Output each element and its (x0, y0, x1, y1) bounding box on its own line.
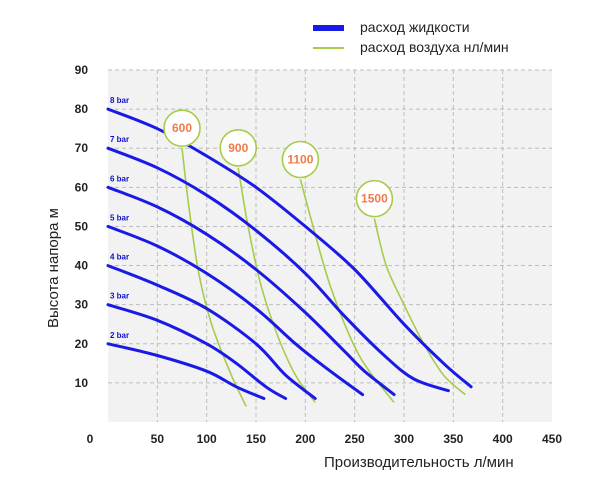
x-tick-label: 350 (443, 432, 463, 446)
y-axis-title: Высота напора м (45, 208, 62, 328)
air-flow-label: 900 (228, 141, 248, 155)
x-axis-ticks: 0 50 100 150 200 250 300 350 400 450 (87, 432, 563, 446)
series-line-3-bar (106, 303, 288, 400)
y-tick-label: 20 (75, 337, 89, 351)
y-tick-label: 50 (75, 219, 89, 233)
y-axis-ticks: 10 20 30 40 50 60 70 80 90 (75, 63, 89, 390)
x-tick-label: 450 (542, 432, 562, 446)
x-tick-label: 50 (151, 432, 165, 446)
air-flow-marker-1100 (281, 140, 320, 179)
y-tick-label: 30 (75, 298, 89, 312)
x-tick-label: 400 (493, 432, 513, 446)
air-flow-markers: 600 900 1100 1500 (163, 109, 394, 218)
legend-air-label: расход воздуха нл/мин (360, 39, 509, 55)
legend-liquid-label: расход жидкости (360, 19, 470, 35)
series-label: 7 bar (110, 135, 129, 144)
series-line-5-bar (106, 224, 365, 397)
series-label: 3 bar (110, 292, 129, 301)
air-flow-label: 600 (172, 121, 192, 135)
series-label: 2 bar (110, 331, 129, 340)
y-tick-label: 10 (75, 376, 89, 390)
air-flow-marker-600 (163, 109, 201, 148)
air-flow-label: 1100 (287, 153, 313, 167)
series-line-7-bar (106, 146, 450, 393)
x-tick-label: 300 (394, 432, 414, 446)
x-tick-label: 0 (87, 432, 94, 446)
x-tick-label: 150 (246, 432, 266, 446)
series-label: 8 bar (110, 96, 129, 105)
air-flow-label: 1500 (361, 192, 388, 206)
y-tick-label: 40 (75, 259, 89, 273)
y-tick-label: 80 (75, 102, 89, 116)
air-flow-marker-1500 (355, 179, 394, 218)
series-line-4-bar (106, 264, 317, 400)
air-flow-line-900 (237, 167, 316, 403)
y-tick-label: 60 (75, 180, 89, 194)
x-axis-title: Производительность л/мин (324, 454, 514, 471)
x-tick-label: 100 (197, 432, 217, 446)
air-flow-line-600 (181, 148, 247, 407)
series-label: 6 bar (110, 174, 129, 183)
legend: расход жидкости расход воздуха нл/мин (313, 19, 509, 55)
series-label: 5 bar (110, 213, 129, 222)
legend-liquid-swatch (313, 25, 344, 31)
x-tick-label: 250 (345, 432, 365, 446)
x-tick-label: 200 (295, 432, 315, 446)
series-label: 4 bar (110, 253, 129, 262)
y-tick-label: 70 (75, 141, 89, 155)
series-line-6-bar (106, 185, 396, 397)
pressure-labels: 8 bar 7 bar 6 bar 5 bar 4 bar 3 bar 2 bar (110, 96, 129, 340)
air-flow-marker-900 (219, 128, 258, 167)
series-line-2-bar (106, 342, 266, 400)
air-flow-line-1500 (373, 218, 466, 396)
y-tick-label: 90 (75, 63, 89, 77)
